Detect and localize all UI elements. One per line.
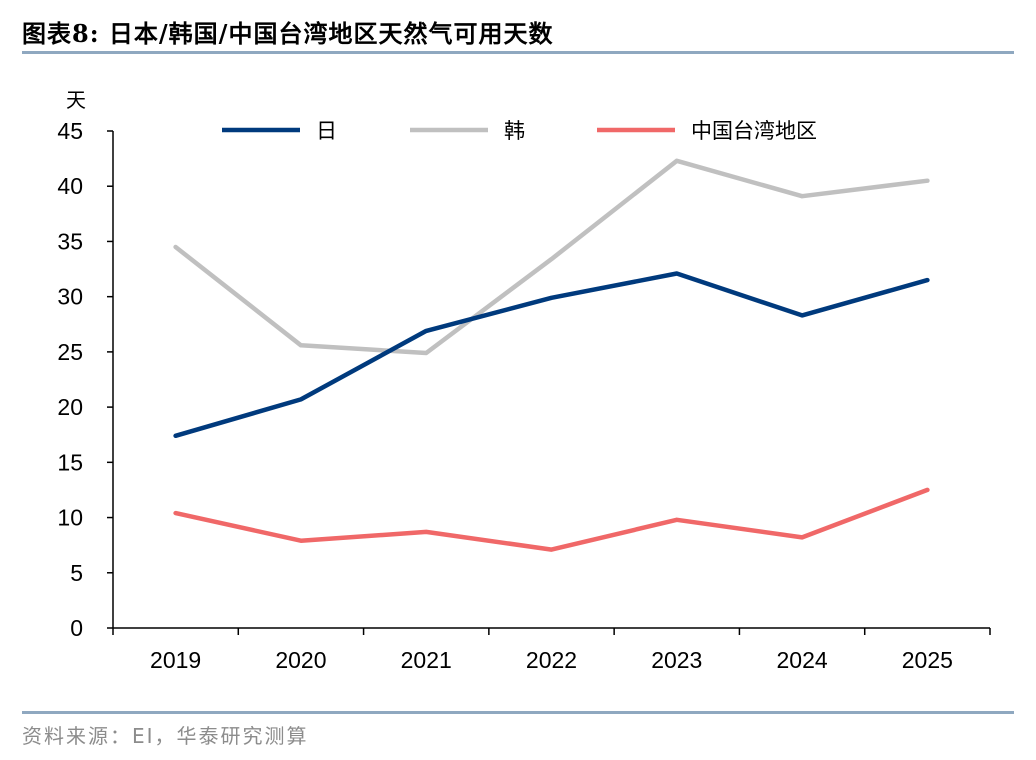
- x-tick-label: 2021: [401, 647, 452, 673]
- y-tick-label: 10: [57, 505, 83, 531]
- y-tick-label: 5: [70, 560, 83, 586]
- x-tick-label: 2023: [651, 647, 702, 673]
- y-axis-ticks: 0 5 10 15 20 25 30 35 40 45: [57, 118, 113, 641]
- y-tick-label: 35: [57, 228, 83, 254]
- x-tick-label: 2024: [776, 647, 827, 673]
- y-tick-label: 45: [57, 118, 83, 144]
- y-tick-label: 40: [57, 173, 83, 199]
- y-tick-label: 25: [57, 339, 83, 365]
- y-tick-label: 15: [57, 449, 83, 475]
- series-line: [173, 271, 930, 439]
- x-tick-label: 2022: [526, 647, 577, 673]
- page-title: 图表8: 日本/韩国/中国台湾地区天然气可用天数: [22, 19, 554, 48]
- y-axis-unit: 天: [66, 90, 86, 112]
- x-tick-label: 2019: [150, 647, 201, 673]
- y-tick-label: 20: [57, 394, 83, 420]
- legend-label: 韩: [504, 120, 525, 143]
- x-tick-label: 2020: [275, 647, 326, 673]
- source-note: 资料来源：EI，华泰研究测算: [22, 724, 309, 748]
- title-divider: [22, 51, 1014, 54]
- y-tick-label: 0: [70, 615, 83, 641]
- axes: [112, 131, 990, 629]
- legend-label: 中国台湾地区: [691, 120, 817, 143]
- series-lines: [173, 158, 930, 552]
- legend: 日 韩 中国台湾地区: [222, 120, 817, 143]
- series-line: [173, 487, 930, 552]
- y-tick-label: 30: [57, 284, 83, 310]
- footer-divider: [22, 711, 1014, 714]
- series-line: [173, 158, 930, 356]
- x-tick-label: 2025: [902, 647, 953, 673]
- x-axis-ticks: 2019 2020 2021 2022 2023 2024 2025: [112, 628, 991, 673]
- legend-label: 日: [316, 120, 337, 143]
